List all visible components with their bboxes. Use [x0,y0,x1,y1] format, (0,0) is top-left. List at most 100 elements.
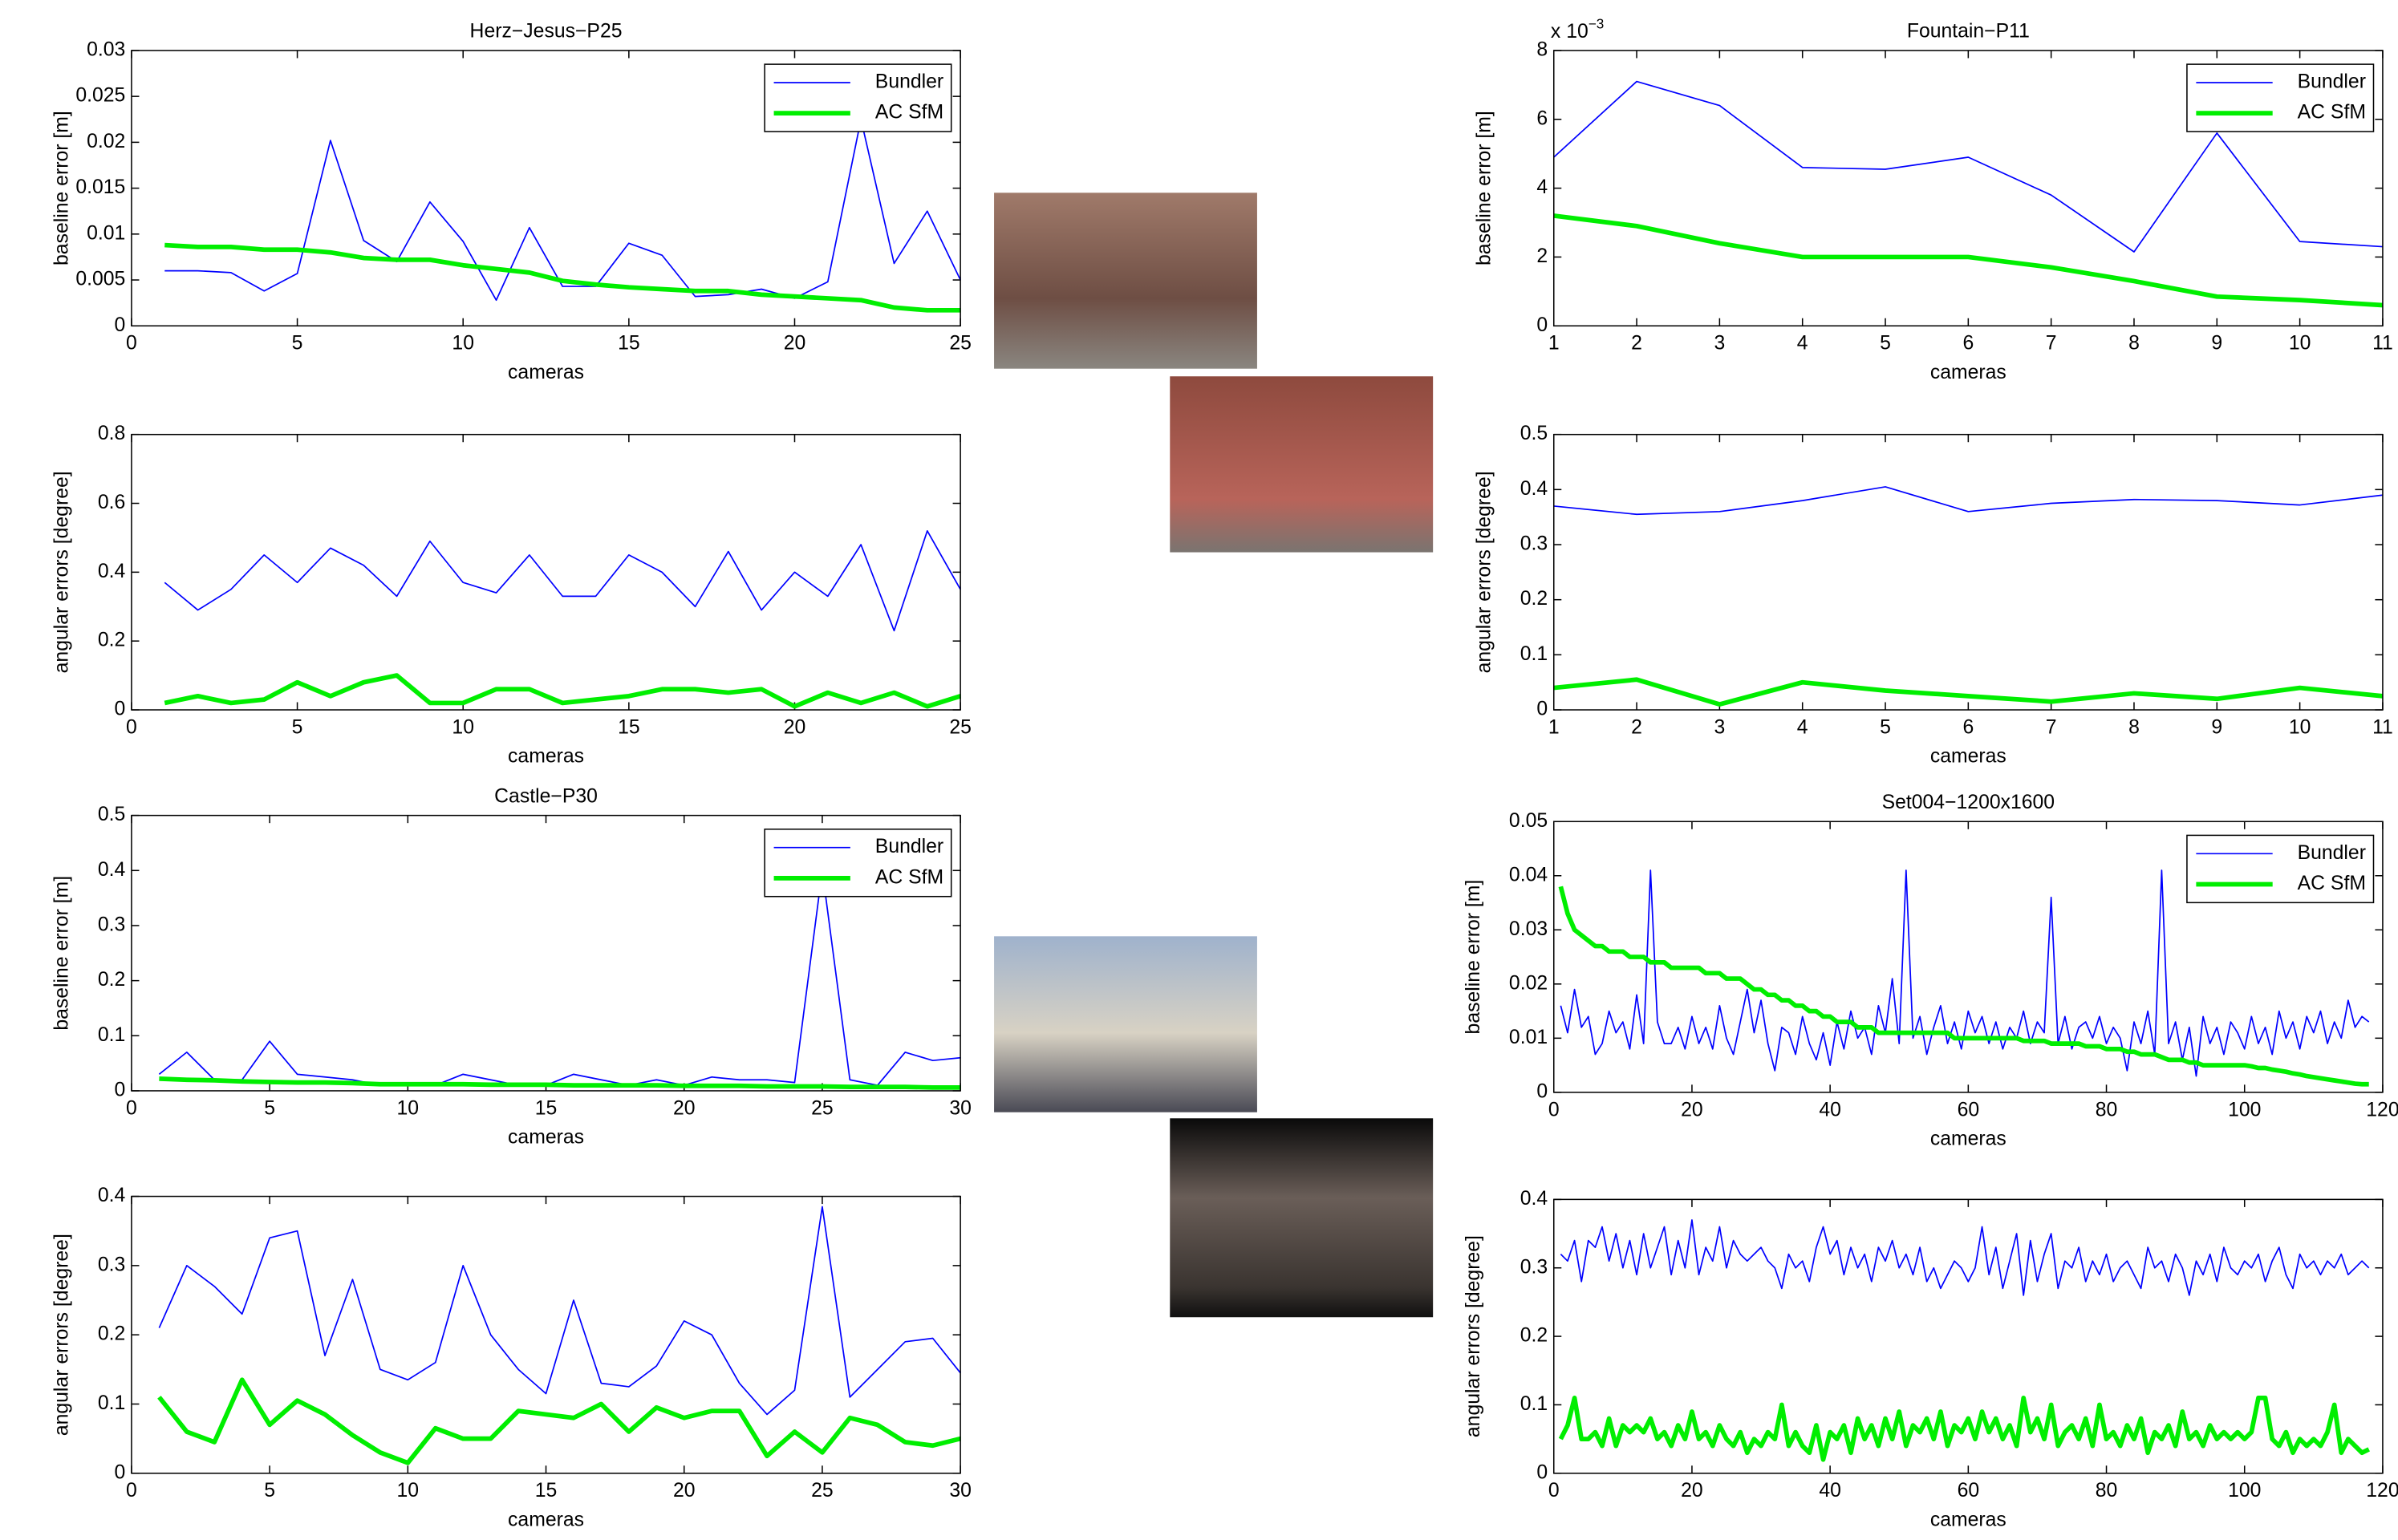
legend-label: Bundler [875,71,943,93]
x-tick-label: 9 [2211,716,2222,738]
plot-area [1554,435,2383,710]
y-tick-label: 0.025 [75,85,125,107]
legend-label: AC SfM [875,102,943,124]
x-tick-label: 5 [264,1480,275,1502]
y-axis-label: baseline error [m] [1474,111,1495,265]
y-axis-label: baseline error [m] [1463,880,1484,1035]
x-tick-label: 11 [2372,333,2393,355]
x-tick-label: 7 [2046,716,2057,738]
y-scale-base: x 10 [1551,21,1589,43]
x-tick-label: 40 [1819,1480,1841,1502]
y-tick-label: 0 [1536,699,1548,720]
x-tick-label: 9 [2211,333,2222,355]
x-tick-label: 6 [1962,716,1974,738]
y-tick-label: 6 [1536,107,1548,129]
x-tick-label: 1 [1548,333,1560,355]
chart-title: Herz−Jesus−P25 [470,21,623,43]
x-tick-label: 100 [2228,1480,2261,1502]
photo [994,936,1257,1112]
x-tick-label: 0 [1548,1099,1560,1121]
x-tick-label: 0 [126,716,137,738]
x-tick-label: 10 [2289,333,2311,355]
y-axis-label: angular errors [degree] [1463,1235,1484,1437]
x-tick-label: 7 [2046,333,2057,355]
y-scale-exponent: −3 [1589,15,1605,31]
x-tick-label: 3 [1714,333,1725,355]
figure: 051015202500.0050.010.0150.020.0250.03He… [0,0,2398,1536]
x-tick-label: 3 [1714,716,1725,738]
x-tick-label: 6 [1962,333,1974,355]
y-tick-label: 0 [1536,1080,1548,1102]
legend-label: AC SfM [2298,873,2366,894]
x-tick-label: 25 [949,716,972,738]
chart: 051015202500.20.40.60.8camerasangular er… [51,423,972,767]
legend-label: AC SfM [875,866,943,888]
y-axis-label: angular errors [degree] [1474,471,1495,673]
x-tick-label: 0 [126,1480,137,1502]
y-tick-label: 2 [1536,245,1548,267]
y-axis-label: angular errors [degree] [51,1234,73,1436]
y-tick-label: 0.02 [87,131,125,152]
y-tick-label: 0.6 [98,492,125,513]
x-axis-label: cameras [1930,362,2006,383]
x-tick-label: 1 [1548,716,1560,738]
x-tick-label: 2 [1631,716,1642,738]
x-tick-label: 15 [535,1097,558,1119]
x-tick-label: 25 [811,1480,834,1502]
y-tick-label: 0.02 [1509,972,1548,994]
y-tick-label: 0.2 [98,630,125,651]
y-tick-label: 0.03 [87,38,125,60]
chart: 02040608010012000.010.020.030.040.05Set0… [1463,792,2398,1150]
x-tick-label: 10 [452,716,474,738]
x-tick-label: 8 [2128,716,2140,738]
y-tick-label: 0 [115,1079,126,1100]
x-tick-label: 30 [949,1480,972,1502]
x-tick-label: 120 [2366,1099,2398,1121]
x-tick-label: 15 [618,333,640,355]
y-tick-label: 0.4 [98,859,126,881]
y-tick-label: 0.3 [98,914,125,936]
y-tick-label: 0 [1536,314,1548,336]
photo [994,192,1257,368]
y-tick-label: 0.2 [98,1323,125,1345]
x-tick-label: 100 [2228,1099,2261,1121]
x-tick-label: 5 [264,1097,275,1119]
y-tick-label: 0.1 [1520,643,1548,665]
x-tick-label: 20 [784,716,806,738]
y-tick-label: 0.3 [1520,1256,1548,1278]
x-tick-label: 80 [2096,1480,2118,1502]
x-tick-label: 5 [292,716,303,738]
y-tick-label: 0.8 [98,423,125,444]
legend-label: AC SfM [2298,102,2366,124]
x-tick-label: 40 [1819,1099,1841,1121]
x-tick-label: 2 [1631,333,1642,355]
y-tick-label: 0.01 [87,222,125,244]
x-tick-label: 10 [452,333,474,355]
y-tick-label: 0 [115,699,126,720]
y-tick-label: 0.5 [1520,423,1548,444]
y-scale-label: x 10−3 [1551,15,1604,43]
legend-label: Bundler [875,836,943,857]
y-tick-label: 0.2 [98,969,125,991]
y-tick-label: 0.4 [1520,478,1548,500]
y-axis-label: baseline error [m] [51,111,73,265]
x-tick-label: 4 [1797,333,1808,355]
x-axis-label: cameras [1930,1129,2006,1150]
x-tick-label: 15 [618,716,640,738]
x-tick-label: 10 [2289,716,2311,738]
x-tick-label: 10 [397,1480,420,1502]
y-tick-label: 4 [1536,176,1548,198]
x-tick-label: 80 [2096,1099,2118,1121]
x-tick-label: 0 [126,333,137,355]
chart: 123456789101100.10.20.30.40.5camerasangu… [1474,423,2393,767]
x-tick-label: 25 [949,333,972,355]
y-tick-label: 0.4 [98,561,126,582]
x-axis-label: cameras [1930,1509,2006,1530]
x-tick-label: 20 [784,333,806,355]
x-tick-label: 8 [2128,333,2140,355]
chart-title: Set004−1200x1600 [1882,792,2055,813]
y-tick-label: 0.04 [1509,864,1548,886]
chart: 05101520253000.10.20.30.4camerasangular … [51,1185,972,1530]
